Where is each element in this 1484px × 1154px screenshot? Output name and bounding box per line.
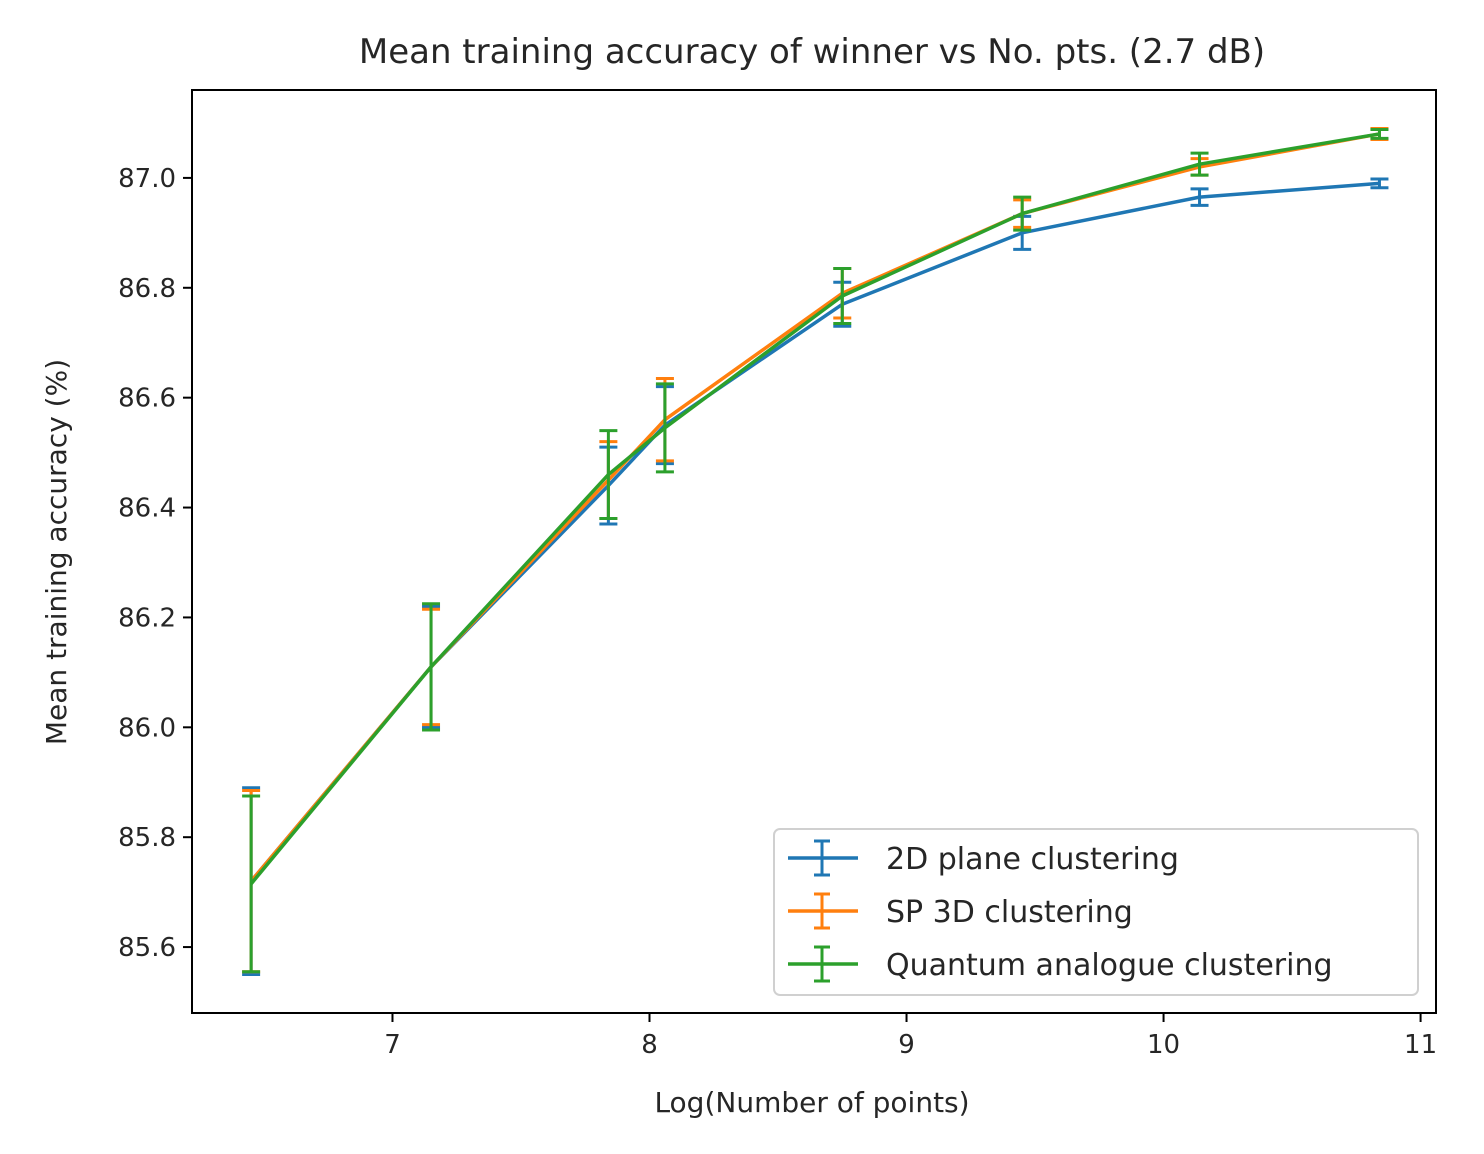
y-tick-label: 87.0 <box>118 164 176 194</box>
plot-area <box>242 126 1389 977</box>
y-tick-label: 86.6 <box>118 384 176 414</box>
y-axis-label: Mean training accuracy (%) <box>40 359 73 745</box>
series-line <box>249 132 1380 886</box>
legend-label: Quantum analogue clustering <box>886 948 1333 983</box>
series-line <box>249 132 1380 883</box>
y-tick-label: 86.0 <box>118 713 176 743</box>
y-tick-label: 86.4 <box>118 494 176 524</box>
legend-box <box>773 828 1419 996</box>
y-tick-label: 86.8 <box>118 274 176 304</box>
x-tick-label: 8 <box>641 1030 658 1060</box>
y-tick-label: 85.6 <box>118 933 176 963</box>
x-axis-label: Log(Number of points) <box>654 1086 969 1119</box>
x-tick-label: 9 <box>898 1030 915 1060</box>
y-tick-label: 86.2 <box>118 603 176 633</box>
legend-label: SP 3D clustering <box>886 895 1133 930</box>
legend-label: 2D plane clustering <box>886 842 1179 877</box>
chart-title: Mean training accuracy of winner vs No. … <box>359 32 1265 72</box>
series-line <box>249 181 1380 883</box>
legend: 2D plane clustering SP 3D clustering Quant… <box>773 828 1419 996</box>
x-tick-label: 11 <box>1404 1030 1437 1060</box>
y-tick-label: 85.8 <box>118 823 176 853</box>
series-2 <box>242 128 1389 974</box>
plot-frame <box>191 89 1437 1014</box>
axes-ticks: 7 8 9 10 11 85.6 85.8 86.0 86.2 86.4 86.6 86.8 87.0 <box>118 164 1437 1060</box>
x-tick-label: 10 <box>1147 1030 1180 1060</box>
x-tick-label: 7 <box>384 1030 401 1060</box>
